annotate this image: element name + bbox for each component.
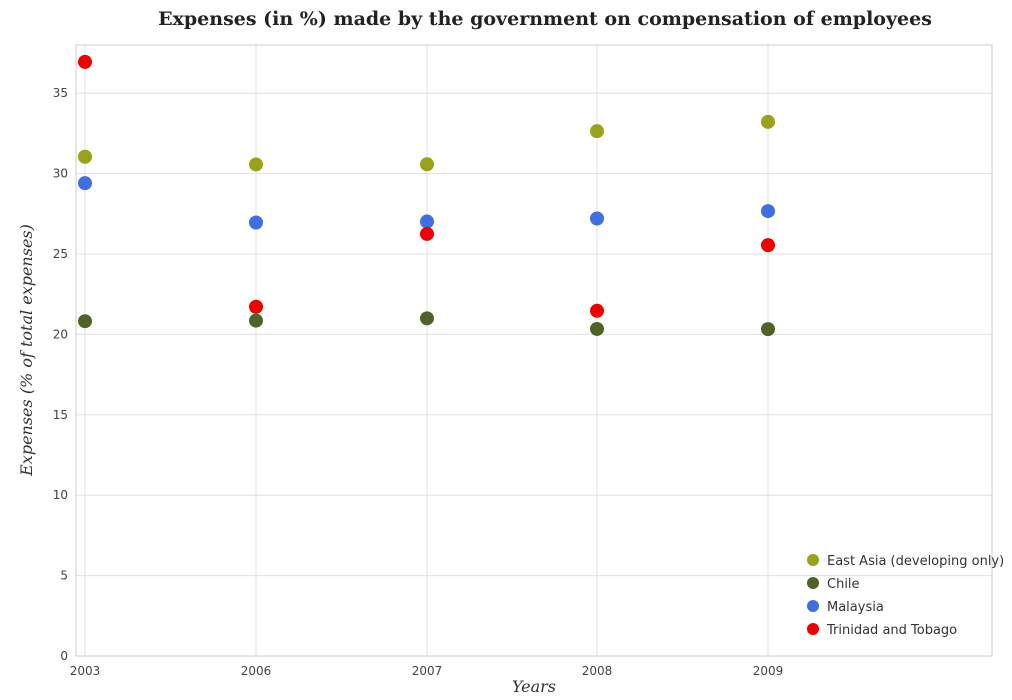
- data-point: [249, 215, 263, 230]
- legend-label: Chile: [827, 577, 860, 592]
- data-point: [78, 176, 92, 191]
- data-point: [420, 214, 434, 229]
- data-point: [78, 314, 92, 329]
- plot-frame: [75, 44, 993, 657]
- legend: East Asia (developing only) Chile Malaysia…: [807, 554, 1004, 638]
- legend-label: Trinidad and Tobago: [826, 623, 957, 638]
- x-tick-label: 2003: [70, 664, 101, 678]
- grid: [76, 45, 992, 657]
- x-tick-label: 2006: [241, 664, 272, 678]
- data-point: [78, 54, 92, 69]
- y-axis-title: Expenses (% of total expenses): [17, 224, 36, 477]
- x-tick-label: 2008: [582, 664, 613, 678]
- data-points: [78, 54, 775, 337]
- y-tick-label: 0: [60, 649, 68, 663]
- data-point: [590, 124, 604, 139]
- legend-label: East Asia (developing only): [827, 554, 1004, 569]
- x-axis-title: Years: [512, 677, 556, 696]
- x-axis: 2003 2006 2007 2008 2009: [70, 664, 784, 678]
- y-tick-label: 30: [53, 167, 68, 181]
- data-point: [761, 322, 775, 337]
- legend-marker: [807, 554, 819, 566]
- legend-marker: [807, 577, 819, 589]
- data-point: [249, 299, 263, 314]
- data-point: [590, 303, 604, 318]
- x-tick-label: 2009: [753, 664, 784, 678]
- data-point: [249, 157, 263, 172]
- y-tick-label: 15: [53, 408, 68, 422]
- data-point: [420, 157, 434, 172]
- data-point: [761, 238, 775, 253]
- data-point: [590, 321, 604, 336]
- y-tick-label: 10: [53, 488, 68, 502]
- y-tick-label: 20: [53, 327, 68, 341]
- data-point: [590, 211, 604, 226]
- data-point: [78, 149, 92, 164]
- data-point: [420, 226, 434, 241]
- data-point: [761, 114, 775, 129]
- y-axis: 0 5 10 15 20 25 30 35: [53, 86, 68, 663]
- data-point: [761, 204, 775, 219]
- data-point: [420, 311, 434, 326]
- legend-marker: [807, 623, 819, 635]
- data-point: [249, 313, 263, 328]
- legend-label: Malaysia: [827, 600, 884, 615]
- chart-title: Expenses (in %) made by the government o…: [158, 8, 932, 30]
- x-tick-label: 2007: [412, 664, 443, 678]
- y-tick-label: 25: [53, 247, 68, 261]
- legend-marker: [807, 600, 819, 612]
- y-tick-label: 35: [53, 86, 68, 100]
- y-tick-label: 5: [60, 569, 68, 583]
